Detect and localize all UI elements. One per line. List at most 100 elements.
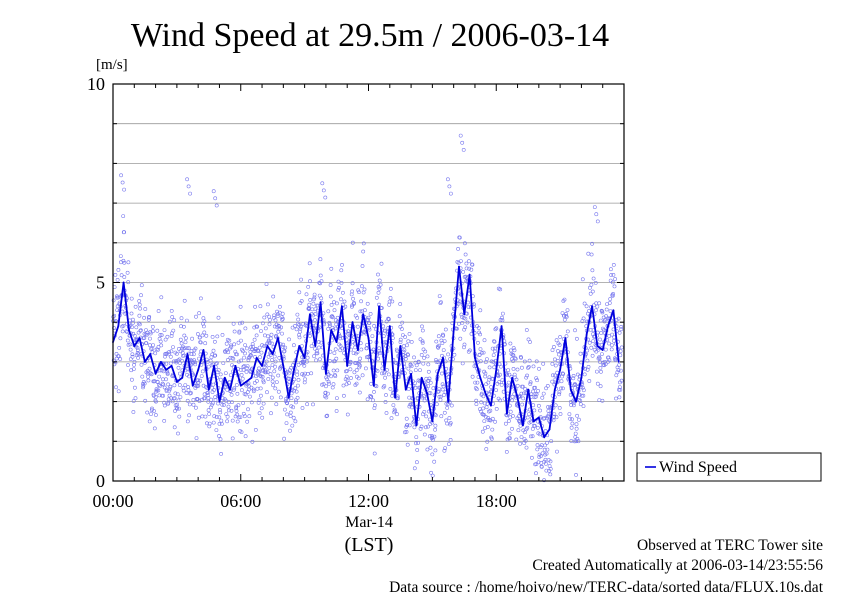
scatter-point xyxy=(490,346,495,351)
scatter-point xyxy=(588,327,593,332)
scatter-point xyxy=(549,439,554,444)
series-line-segment xyxy=(505,376,514,415)
series-line-segment xyxy=(308,313,317,347)
scatter-point xyxy=(324,375,329,380)
scatter-point xyxy=(590,353,595,358)
scatter-point xyxy=(445,177,450,182)
scatter-point xyxy=(406,387,411,391)
scatter-point xyxy=(226,404,231,409)
scatter-point xyxy=(182,353,187,358)
scatter-point xyxy=(142,315,147,320)
scatter-point xyxy=(116,389,121,394)
scatter-point xyxy=(230,436,235,441)
scatter-point xyxy=(149,412,153,417)
scatter-point xyxy=(473,380,478,385)
scatter-point xyxy=(305,402,310,407)
series-line-segment xyxy=(479,376,487,395)
scatter-point xyxy=(268,336,273,341)
scatter-point xyxy=(545,440,550,445)
scatter-point xyxy=(317,345,321,350)
scatter-point xyxy=(611,262,616,267)
scatter-point xyxy=(511,353,516,358)
scatter-point xyxy=(508,409,513,414)
scatter-point xyxy=(367,327,372,332)
scatter-point xyxy=(479,350,484,355)
scatter-point xyxy=(398,337,403,342)
scatter-point xyxy=(503,421,508,426)
scatter-point xyxy=(555,358,560,363)
scatter-point xyxy=(361,249,366,254)
scatter-point xyxy=(150,346,155,351)
scatter-point xyxy=(419,352,424,357)
series-line-segment xyxy=(426,392,434,423)
scatter-point xyxy=(492,339,496,344)
scatter-point xyxy=(257,345,262,350)
scatter-point xyxy=(523,438,528,443)
scatter-point xyxy=(384,411,389,415)
scatter-point xyxy=(460,361,465,366)
scatter-point xyxy=(121,258,126,263)
scatter-point xyxy=(191,352,196,357)
scatter-point xyxy=(181,388,186,393)
scatter-point xyxy=(167,350,172,354)
scatter-point xyxy=(161,393,166,398)
scatter-point xyxy=(488,408,493,413)
scatter-point xyxy=(528,380,533,385)
scatter-point xyxy=(326,309,331,314)
scatter-point xyxy=(442,448,447,453)
scatter-point xyxy=(184,391,189,395)
scatter-point xyxy=(599,369,603,374)
scatter-point xyxy=(230,400,234,405)
scatter-point xyxy=(186,388,191,393)
scatter-point xyxy=(189,352,194,357)
scatter-point xyxy=(303,377,308,382)
scatter-point xyxy=(116,267,121,272)
scatter-point xyxy=(548,472,553,477)
scatter-point xyxy=(293,386,298,391)
scatter-point xyxy=(433,413,438,418)
scatter-point xyxy=(602,327,606,332)
scatter-point xyxy=(327,323,332,328)
scatter-point xyxy=(414,363,419,368)
scatter-point xyxy=(314,348,319,353)
scatter-point xyxy=(520,402,525,407)
scatter-point xyxy=(617,330,622,335)
scatter-point xyxy=(239,358,244,363)
scatter-point xyxy=(268,372,273,377)
scatter-point xyxy=(564,334,569,339)
scatter-point xyxy=(282,349,287,354)
scatter-point xyxy=(525,373,530,378)
scatter-point xyxy=(126,280,131,285)
scatter-point xyxy=(158,339,163,344)
scatter-point xyxy=(498,287,503,292)
scatter-point xyxy=(153,395,158,399)
scatter-point xyxy=(460,140,465,145)
scatter-point xyxy=(143,307,148,311)
scatter-point xyxy=(305,355,310,360)
scatter-point xyxy=(250,342,255,346)
scatter-point xyxy=(150,329,155,334)
scatter-point xyxy=(462,345,466,350)
scatter-point xyxy=(500,311,505,316)
scatter-point xyxy=(291,343,296,348)
scatter-point xyxy=(608,297,613,301)
scatter-point xyxy=(424,414,429,419)
series-line-segment xyxy=(234,364,242,387)
scatter-point xyxy=(198,378,203,383)
series-line-segment xyxy=(319,301,327,375)
scatter-point xyxy=(426,378,431,383)
scatter-point xyxy=(204,421,209,426)
scatter-point xyxy=(497,380,502,384)
scatter-point xyxy=(344,374,349,379)
scatter-point xyxy=(356,376,361,381)
scatter-point xyxy=(478,332,483,337)
scatter-point xyxy=(485,425,490,429)
series-line-segment xyxy=(293,345,301,371)
scatter-point xyxy=(189,391,193,395)
scatter-point xyxy=(164,377,168,382)
scatter-point xyxy=(179,316,184,321)
scatter-point xyxy=(388,286,393,291)
scatter-point xyxy=(337,285,341,290)
scatter-point xyxy=(149,346,154,351)
scatter-point xyxy=(418,368,422,373)
